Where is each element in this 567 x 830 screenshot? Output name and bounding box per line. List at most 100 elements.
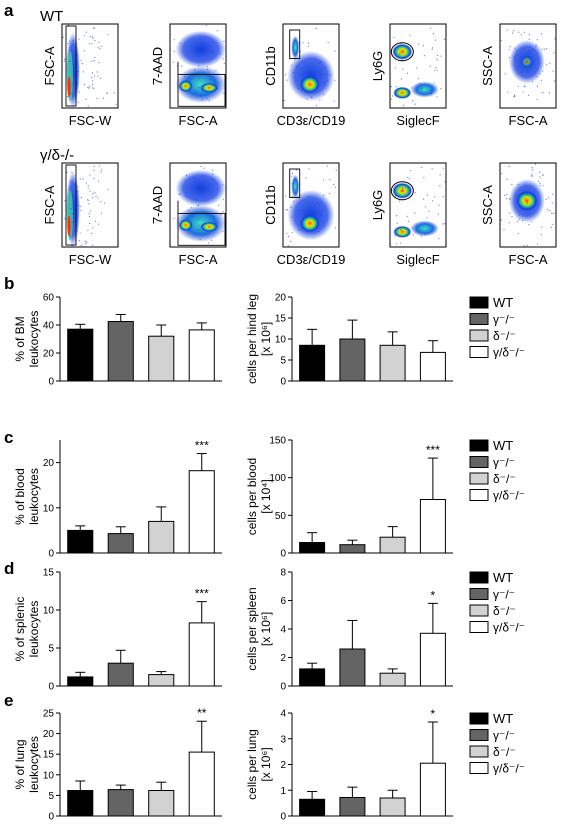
bar [188, 622, 215, 687]
bar-chart-d-cells: 0 2 4 6 8 cells per spleen[x 10⁶] * [245, 568, 453, 693]
bar [339, 544, 366, 554]
legend-swatch [469, 745, 489, 758]
legend-label: γ⁻/⁻ [493, 729, 515, 743]
flow-x-axis-label: CD3ε/CD19 [277, 252, 346, 267]
bar [67, 529, 94, 554]
y-axis-label-line: % of BM [13, 316, 27, 361]
y-axis-label-line: leukocytes [27, 736, 41, 793]
flow-x-axis-label: CD3ε/CD19 [277, 113, 346, 128]
y-axis-label-line: cells per blood [245, 458, 259, 535]
legend: WT γ⁻/⁻ δ⁻/⁻ γ/δ⁻/⁻ [469, 438, 525, 503]
bar [67, 790, 94, 817]
y-tick-label: 40 [43, 321, 55, 332]
y-tick-label: 0 [280, 682, 286, 693]
y-tick-label: 0 [48, 812, 54, 823]
flow-y-axis-label: 7-AAD [150, 186, 165, 224]
significance-mark: *** [195, 439, 209, 453]
flow-x-axis-label: FSC-A [179, 252, 218, 267]
y-tick-label: 8 [280, 568, 286, 579]
y-axis-label: % of splenicleukocytes [13, 597, 41, 662]
flow-plot: FSC-A FSC-W [42, 162, 119, 267]
flow-x-axis-label: FSC-A [509, 113, 548, 128]
y-tick-label: 20 [43, 349, 55, 360]
bar [188, 329, 215, 382]
bar [339, 648, 366, 687]
y-axis-label: % of lungleukocytes [13, 736, 41, 793]
significance-mark: *** [195, 587, 209, 601]
legend-label: γ⁻/⁻ [493, 313, 515, 327]
y-tick-label: 10 [43, 503, 55, 514]
y-tick-label: 0 [280, 812, 286, 823]
y-axis-label-line: cells per spleen [245, 587, 259, 670]
flow-plot: Ly6G SiglecF [370, 23, 447, 128]
y-tick-label: 2 [280, 760, 286, 771]
bar [419, 762, 446, 817]
flow-row-wt: WT FSC-A FSC-W 7-AAD FSC-A CD11b CD3ε/CD19 Ly6G… [40, 8, 557, 128]
y-tick-label: 25 [43, 709, 55, 720]
legend-label: γ/δ⁻/⁻ [493, 762, 525, 776]
legend-label: WT [493, 438, 513, 453]
flow-y-axis-label: FSC-A [42, 185, 57, 224]
y-tick-label: 10 [43, 770, 55, 781]
y-tick-label: 150 [269, 436, 286, 447]
y-tick-label: 20 [43, 729, 55, 740]
y-tick-label: 0 [48, 682, 54, 693]
legend-label: δ⁻/⁻ [493, 604, 516, 618]
legend-label: γ/δ⁻/⁻ [493, 346, 525, 360]
y-tick-label: 2 [280, 653, 286, 664]
flow-x-axis-label: FSC-W [69, 252, 112, 267]
legend-label: γ⁻/⁻ [493, 456, 515, 470]
legend-swatch [469, 439, 489, 452]
bar [299, 668, 326, 687]
bar [419, 351, 446, 382]
y-tick-label: 5 [280, 356, 286, 367]
bar [148, 520, 175, 554]
legend-label: γ/δ⁻/⁻ [493, 621, 525, 635]
flow-x-axis-label: SiglecF [396, 113, 439, 128]
legend-swatch [469, 489, 489, 501]
legend-swatch [469, 604, 489, 617]
bar-chart-d-percent: 0 5 10 15 % of splenicleukocytes *** [13, 568, 222, 693]
legend-label: WT [493, 711, 513, 726]
flow-genotype-label: γ/δ-/- [40, 147, 74, 164]
flow-plot: FSC-A FSC-W [42, 23, 119, 128]
legend-swatch [469, 571, 489, 584]
legend-swatch [469, 712, 489, 725]
bar-chart-e-percent: 0 5 10 15 20 25 % of lungleukocytes ** [13, 706, 222, 823]
bar [107, 533, 134, 554]
bar [379, 344, 406, 382]
y-tick-label: 0 [48, 549, 54, 560]
legend-label: δ⁻/⁻ [493, 472, 516, 486]
flow-plot: SSC-A FSC-A [480, 23, 557, 128]
bar [148, 790, 175, 817]
y-axis-label-line: leukocytes [27, 468, 41, 525]
y-axis-label-line: cells per hind leg [245, 294, 259, 384]
y-axis-label: cells per lung[x 10⁶] [245, 729, 273, 800]
y-tick-label: 3 [280, 734, 286, 745]
legend-swatch [469, 729, 489, 741]
flow-plot: CD11b CD3ε/CD19 [263, 23, 346, 128]
legend-swatch [469, 472, 489, 485]
y-tick-label: 0 [280, 377, 286, 388]
y-axis-label-line: leukocytes [27, 601, 41, 658]
y-tick-label: 15 [275, 314, 287, 325]
legend-label: δ⁻/⁻ [493, 329, 516, 343]
legend-label: δ⁻/⁻ [493, 745, 516, 759]
panel-label-e: e [4, 691, 13, 710]
flow-y-axis-label: SSC-A [480, 185, 495, 225]
bar [148, 674, 175, 687]
y-tick-label: 100 [269, 473, 286, 484]
flow-y-axis-label: CD11b [263, 46, 278, 86]
flow-x-axis-label: SiglecF [396, 252, 439, 267]
legend-label: γ/δ⁻/⁻ [493, 489, 525, 503]
bar [148, 335, 175, 382]
y-tick-label: 4 [280, 709, 286, 720]
flow-genotype-label: WT [40, 8, 63, 25]
flow-plot: SSC-A FSC-A [480, 162, 557, 267]
flow-x-axis-label: FSC-A [509, 252, 548, 267]
bar-chart-c-cells: 0 50 100 150 cells per blood[x 10⁴] *** [245, 436, 453, 560]
